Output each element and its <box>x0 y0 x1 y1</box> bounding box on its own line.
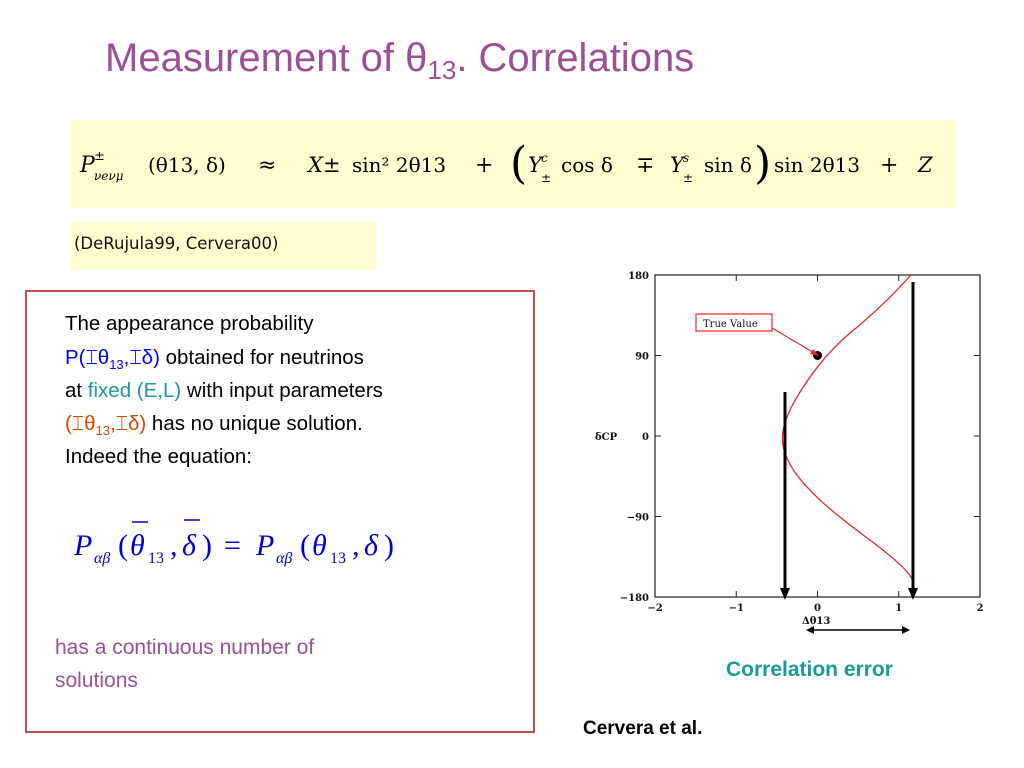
svg-text:sin² 2θ13: sin² 2θ13 <box>352 153 446 177</box>
y-tick-label: 180 <box>628 271 649 282</box>
svg-text:Y: Y <box>670 153 686 177</box>
x-axis-label: Δθ13 <box>802 616 830 627</box>
true-value-label: True Value <box>703 319 758 330</box>
svg-text:±: ± <box>683 171 693 185</box>
svg-text:(: ( <box>510 138 527 189</box>
desc-line-1: The appearance probability <box>65 312 314 335</box>
svg-text:,: , <box>352 529 360 562</box>
correlation-chart: 180 90 0 −90 −180 −2 −1 0 1 2 δCP Δθ13 True Valu… <box>595 271 984 634</box>
y-axis-ticks: 180 90 0 −90 −180 <box>620 271 980 604</box>
svg-text:): ) <box>384 529 394 562</box>
reference-text: (DeRujula99, Cervera00) <box>74 234 279 253</box>
x-tick-label: −1 <box>729 603 744 614</box>
desc-line-5: Indeed the equation: <box>65 445 252 468</box>
svg-text:13: 13 <box>148 550 164 567</box>
formula-highlight: P ± νeνμ (θ13, δ) ≈ X± sin² 2θ13 + ( Y c… <box>70 120 956 208</box>
svg-text:(: ( <box>300 529 310 562</box>
desc-line-2: P(⌶θ13,⌶δ) obtained for neutrinos <box>65 346 364 373</box>
svg-text:P: P <box>79 153 96 178</box>
svg-text:≈: ≈ <box>258 153 276 178</box>
svg-text:c: c <box>541 151 548 165</box>
svg-text:X±: X± <box>306 153 341 177</box>
continuous-line-1: has a continuous number of <box>55 636 315 659</box>
svg-text:θ: θ <box>312 529 327 562</box>
desc-line-3: at fixed (E,L) with input parameters <box>65 379 383 402</box>
svg-text:±: ± <box>541 171 551 185</box>
citation: Cervera et al. <box>583 718 703 739</box>
explanation-box: The appearance probability P(⌶θ13,⌶δ) ob… <box>25 290 535 733</box>
y-tick-label: 90 <box>635 352 649 363</box>
svg-text:+: + <box>880 153 898 178</box>
svg-text:,: , <box>170 529 178 562</box>
svg-text:sin 2θ13: sin 2θ13 <box>774 153 860 177</box>
svg-text:δ: δ <box>182 529 197 562</box>
desc-line-4: (⌶θ13,⌶δ) has no unique solution. <box>65 412 363 439</box>
y-tick-label: −180 <box>620 593 649 604</box>
svg-text:): ) <box>754 138 771 189</box>
svg-text:(: ( <box>118 529 128 562</box>
x-tick-label: 1 <box>895 603 902 614</box>
svg-text:±: ± <box>94 149 105 164</box>
svg-text:αβ: αβ <box>94 550 110 567</box>
probability-formula: P ± νeνμ (θ13, δ) ≈ X± sin² 2θ13 + ( Y c… <box>79 138 933 189</box>
svg-text:cos δ: cos δ <box>561 153 613 177</box>
svg-text:sin δ: sin δ <box>704 153 752 177</box>
svg-text:): ) <box>202 529 212 562</box>
continuous-line-2: solutions <box>55 669 138 692</box>
y-axis-label: δCP <box>595 432 618 443</box>
svg-text:Z: Z <box>917 153 933 177</box>
x-tick-label: 2 <box>977 603 984 614</box>
correlation-curve <box>781 274 915 598</box>
y-tick-label: −90 <box>627 513 649 524</box>
correlation-error-label: Correlation error <box>726 658 893 681</box>
svg-text:13: 13 <box>330 550 346 567</box>
x-tick-label: 0 <box>814 603 821 614</box>
svg-text:(θ13, δ): (θ13, δ) <box>148 153 226 177</box>
svg-text:θ: θ <box>130 529 145 562</box>
x-tick-label: −2 <box>647 603 662 614</box>
slide-title: Measurement of θ13. Correlations <box>105 36 695 85</box>
svg-text:Y: Y <box>528 153 544 177</box>
svg-text:δ: δ <box>364 529 379 562</box>
svg-text:P: P <box>255 529 274 562</box>
svg-text:νeνμ: νeνμ <box>94 169 124 183</box>
reference-highlight: (DeRujula99, Cervera00) <box>70 222 376 270</box>
svg-text:s: s <box>683 151 689 165</box>
x-axis-ticks: −2 −1 0 1 2 <box>647 275 984 614</box>
svg-text:αβ: αβ <box>276 550 292 567</box>
svg-text:=: = <box>224 529 241 562</box>
svg-text:∓: ∓ <box>636 153 654 178</box>
degeneracy-equation: P αβ ( θ 13 , δ ) = P αβ ( θ 13 , δ ) <box>73 519 394 567</box>
true-value-box <box>695 313 773 332</box>
svg-text:P: P <box>73 529 92 562</box>
y-tick-label: 0 <box>642 432 649 443</box>
svg-text:+: + <box>475 153 493 178</box>
